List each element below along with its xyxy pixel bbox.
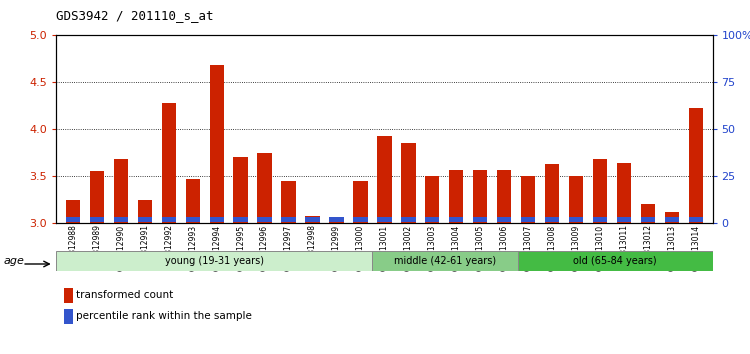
Bar [473, 170, 488, 223]
Bar [664, 212, 679, 223]
Bar [449, 217, 464, 222]
Bar [209, 217, 224, 222]
Bar [401, 217, 416, 222]
Text: middle (42-61 years): middle (42-61 years) [394, 256, 496, 266]
Bar [185, 217, 200, 222]
Text: GDS3942 / 201110_s_at: GDS3942 / 201110_s_at [56, 9, 214, 22]
Bar [90, 217, 104, 222]
Bar [281, 181, 296, 223]
Bar [521, 217, 536, 222]
Bar [518, 251, 712, 271]
Bar [257, 153, 272, 223]
Bar [592, 217, 607, 222]
Bar [353, 181, 368, 223]
Bar [353, 217, 368, 222]
Bar [305, 217, 320, 222]
Bar [473, 217, 488, 222]
Text: old (65-84 years): old (65-84 years) [574, 256, 657, 266]
Bar [162, 217, 176, 222]
Bar [401, 143, 416, 223]
Bar [664, 217, 679, 222]
Bar [616, 163, 631, 223]
Bar [377, 217, 392, 222]
Bar [544, 217, 560, 222]
Bar [162, 103, 176, 223]
Text: transformed count: transformed count [76, 290, 174, 300]
Bar [372, 251, 518, 271]
Bar [497, 217, 512, 222]
Bar [305, 216, 320, 223]
Bar [568, 176, 584, 223]
Bar [185, 179, 200, 223]
Bar [66, 200, 80, 223]
Text: age: age [4, 256, 25, 266]
Bar [425, 176, 439, 223]
Bar [66, 217, 80, 222]
Bar [521, 176, 536, 223]
Bar [544, 164, 560, 223]
Bar [329, 219, 344, 223]
Bar [688, 108, 703, 223]
Bar [233, 157, 248, 223]
Bar [138, 200, 152, 223]
Bar [329, 217, 344, 222]
Bar [114, 159, 128, 223]
Bar [281, 217, 296, 222]
Bar [497, 170, 512, 223]
Bar [377, 136, 392, 223]
Bar [425, 217, 439, 222]
Bar [233, 217, 248, 222]
Bar [616, 217, 631, 222]
Bar [56, 251, 372, 271]
Bar [568, 217, 584, 222]
Bar [449, 171, 464, 223]
Bar [90, 171, 104, 223]
Bar [138, 217, 152, 222]
Bar [257, 217, 272, 222]
Text: percentile rank within the sample: percentile rank within the sample [76, 312, 252, 321]
Text: young (19-31 years): young (19-31 years) [165, 256, 264, 266]
Bar [688, 217, 703, 222]
Bar [592, 159, 607, 223]
Bar [640, 217, 655, 222]
Bar [640, 204, 655, 223]
Bar [209, 65, 224, 223]
Bar [114, 217, 128, 222]
